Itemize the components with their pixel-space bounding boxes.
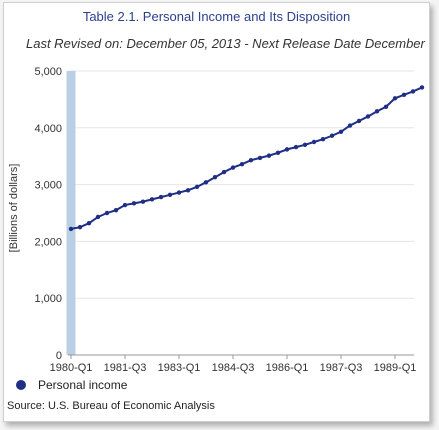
legend-label: Personal income [38,378,128,392]
data-point[interactable] [239,161,245,167]
data-point[interactable] [230,165,236,170]
data-point[interactable] [104,210,110,216]
data-point[interactable] [221,169,227,175]
data-point[interactable] [311,139,317,145]
data-point[interactable] [410,89,416,94]
axes: 0 1,000 2,000 3,000 4,000 5,000 1980-Q1 1981-Q3… [34,66,416,374]
data-point[interactable] [149,197,155,202]
y-tick-label: 5,000 [34,66,62,78]
data-point[interactable] [329,133,335,138]
y-tick-label: 1,000 [34,293,62,305]
x-tick-label: 1989-Q1 [374,362,417,374]
series-line [70,86,423,230]
data-point[interactable] [185,188,191,193]
data-point[interactable] [347,123,353,128]
data-point[interactable] [401,92,407,98]
data-point[interactable] [176,190,182,195]
data-point[interactable] [374,109,380,114]
data-point[interactable] [284,147,290,152]
data-point[interactable] [212,175,218,180]
x-tick-label: 1986-Q1 [266,362,309,374]
legend-marker-icon [16,380,26,390]
y-tick-label: 0 [56,350,62,362]
data-point[interactable] [158,194,164,200]
source-note: Source: U.S. Bureau of Economic Analysis [7,400,215,412]
grid-lines [68,70,414,356]
data-point[interactable] [266,153,272,158]
x-tick-label: 1980-Q1 [50,362,93,374]
data-point[interactable] [365,114,371,119]
data-point[interactable] [392,96,398,101]
y-tick-label: 3,000 [34,180,62,192]
y-tick-label: 2,000 [34,236,62,248]
data-point[interactable] [68,226,74,232]
x-tick-label: 1987-Q3 [320,362,363,374]
data-point[interactable] [293,144,299,150]
data-point[interactable] [338,129,344,134]
chart-subtitle: Last Revised on: December 05, 2013 - Nex… [26,36,425,51]
highlight-bar [66,71,76,355]
data-point[interactable] [167,192,173,198]
data-point[interactable] [194,184,200,190]
data-point[interactable] [86,221,92,226]
line-chart: 0 1,000 2,000 3,000 4,000 5,000 1980-Q1 1981-Q3… [8,66,425,374]
data-point[interactable] [122,202,128,208]
data-point[interactable] [248,157,254,163]
data-point[interactable] [257,155,263,161]
data-point[interactable] [383,104,389,109]
data-point[interactable] [419,85,425,90]
chart-title: Table 2.1. Personal Income and Its Dispo… [82,9,351,24]
data-point[interactable] [95,214,101,220]
data-point[interactable] [356,118,362,124]
data-point[interactable] [320,136,326,142]
data-point[interactable] [131,201,137,206]
highlight-band [66,71,76,355]
data-point[interactable] [77,225,83,230]
data-point[interactable] [113,207,119,213]
x-tick-label: 1983-Q1 [158,362,201,374]
data-point[interactable] [275,150,281,155]
chart-panel: Table 2.1. Personal Income and Its Dispo… [3,2,430,422]
x-tick-label: 1984-Q3 [212,362,255,374]
x-tick-label: 1981-Q3 [104,362,147,374]
y-tick-label: 4,000 [34,123,62,135]
data-point[interactable] [302,142,308,148]
data-point[interactable] [203,180,209,185]
y-axis-label: [Billions of dollars] [8,164,20,253]
legend[interactable]: Personal income [16,378,127,392]
data-point[interactable] [140,199,146,204]
series-personal-income [68,85,425,232]
